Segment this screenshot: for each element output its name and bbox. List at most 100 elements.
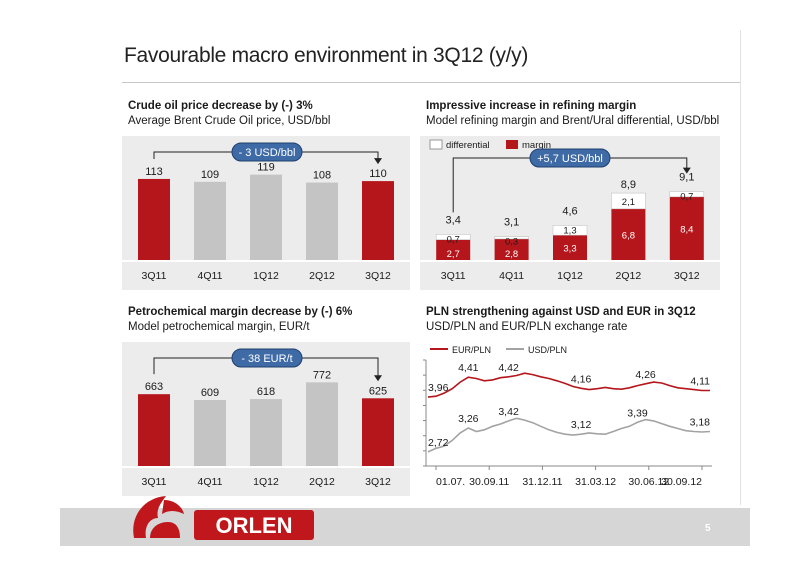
refining-differential-label: 0,3 (505, 237, 518, 248)
fx-chart: EUR/PLN USD/PLN 3,96 4,41 4,42 4,16 4,26 4,11 2,… (423, 345, 712, 488)
fx-annotation-label: 3,39 (627, 407, 648, 419)
refining-tick-label: 1Q12 (557, 270, 583, 282)
refining-callout-pill (529, 148, 611, 168)
legend-label-differential: differential (446, 140, 490, 151)
refining-bar-margin (611, 208, 646, 260)
fx-tick-label: 30.09.12 (661, 476, 702, 488)
refining-bar-differential (669, 191, 705, 198)
refining-total-label: 8,9 (621, 179, 636, 191)
right-divider (740, 30, 741, 505)
petro-value-label: 618 (257, 386, 275, 398)
refining-bar-differential (611, 192, 646, 210)
refining-tick-label: 3Q11 (441, 270, 466, 282)
petro-value-label: 772 (313, 369, 331, 381)
crude-tick-label: 2Q12 (309, 270, 335, 282)
petro-bar-1Q12 (250, 399, 282, 466)
refining-callout-label: +5,7 USD/bbl (537, 153, 603, 165)
legend-label-margin: margin (522, 140, 551, 151)
refining-total-label: 4,6 (562, 205, 577, 217)
title-divider (122, 82, 740, 83)
refining-bar-differential (435, 234, 471, 240)
logo-badge (194, 510, 314, 540)
refining-tick-label: 3Q12 (674, 270, 700, 282)
refining-panel-subtitle: Model refining margin and Brent/Ural dif… (426, 115, 720, 127)
crude-callout-label: - 3 USD/bbl (239, 147, 296, 159)
petro-tick-label: 1Q12 (253, 476, 279, 488)
fx-annotation-label: 3,12 (571, 419, 592, 431)
petro-bracket-arrowhead (374, 375, 382, 382)
petro-chart-box: 663 3Q11 609 4Q11 618 1Q12 772 2Q12 625 3Q12 - 38 … (122, 342, 410, 496)
refining-bar-margin (669, 196, 704, 260)
fx-annotation-label: 2,72 (428, 437, 449, 449)
fx-tick-label: 31.03.12 (575, 476, 616, 488)
fx-tick-label: 01.07. (436, 476, 465, 488)
page-title: Favourable macro environment in 3Q12 (y/… (124, 44, 529, 67)
petro-tick-label: 3Q12 (365, 476, 391, 488)
fx-annotation-label: 3,18 (690, 417, 711, 429)
petro-tick-label: 2Q12 (309, 476, 335, 488)
refining-margin-label: 3,3 (563, 244, 576, 255)
crude-value-label: 109 (201, 169, 219, 181)
refining-bar-margin (436, 239, 471, 260)
refining-bar-margin (553, 235, 587, 260)
crude-value-label: 108 (313, 170, 331, 182)
petro-tick-label: 3Q11 (142, 476, 167, 488)
petro-panel-subtitle: Model petrochemical margin, EUR/t (128, 321, 310, 333)
fx-tick-label: 30.06.12 (628, 476, 669, 488)
petro-bar-2Q12 (306, 382, 338, 466)
fx-chart-box: EUR/PLN USD/PLN 3,96 4,41 4,42 4,16 4,26 4,11 2,… (420, 342, 720, 496)
crude-bar-4Q11 (194, 181, 226, 260)
refining-chart: differential margin 2,7 0,7 3,4 3Q11 2,80,3 3,1… (420, 139, 720, 282)
crude-value-label: 113 (145, 166, 163, 178)
refining-tick-label: 4Q11 (499, 270, 524, 282)
fx-tick-label: 30.09.11 (469, 476, 509, 488)
refining-bar-differential (552, 225, 588, 236)
petro-callout-pill (231, 348, 303, 368)
fx-tick-label: 31.12.11 (522, 476, 562, 488)
petrochemical-panel: Petrochemical margin decrease by (-) 6% … (122, 306, 410, 496)
fx-panel-subtitle: USD/PLN and EUR/PLN exchange rate (426, 321, 628, 333)
crude-bracket-arrowhead (374, 158, 382, 165)
crude-bar-1Q12 (250, 174, 282, 260)
refining-margin-label: 8,4 (680, 224, 693, 235)
fx-series-usd-pln (427, 417, 711, 453)
legend-label-usd-pln: USD/PLN (528, 345, 567, 355)
petro-bar-3Q11 (138, 394, 170, 466)
refining-differential-label: 0,7 (447, 234, 460, 245)
crude-tick-label: 3Q12 (365, 270, 391, 282)
crude-chart-box: 113 3Q11 109 4Q11 119 1Q12 108 2Q12 110 3Q12 - 3 U… (122, 136, 410, 290)
petro-chart: 663 3Q11 609 4Q11 618 1Q12 772 2Q12 625 3Q12 - 38 … (122, 348, 410, 488)
refining-tick-label: 2Q12 (616, 270, 642, 282)
fx-panel: PLN strengthening against USD and EUR in… (420, 306, 720, 496)
fx-annotation-label: 3,96 (428, 382, 449, 394)
petro-callout-label: - 38 EUR/t (241, 353, 292, 365)
refining-total-label: 3,1 (504, 217, 519, 229)
refining-bar-differential (494, 236, 529, 240)
crude-chart: 113 3Q11 109 4Q11 119 1Q12 108 2Q12 110 3Q12 - 3 U… (122, 142, 410, 282)
legend-swatch-differential (429, 139, 443, 150)
petro-panel-title: Petrochemical margin decrease by (-) 6% (128, 306, 353, 318)
refining-chart-box: differential margin 2,7 0,7 3,4 3Q11 2,8 0,3 3,1… (420, 136, 720, 290)
petro-bar-4Q11 (194, 400, 226, 466)
crude-oil-panel: Crude oil price decrease by (-) 3% Avera… (122, 100, 410, 290)
refining-panel: Impressive increase in refining margin M… (420, 100, 720, 290)
petro-value-label: 609 (201, 387, 219, 399)
petro-tick-label: 4Q11 (198, 476, 223, 488)
fx-annotation-label: 4,16 (571, 373, 592, 385)
crude-bar-3Q11 (138, 178, 170, 260)
logo-wordmark: ORLEN (216, 513, 293, 538)
legend-label-eur-pln: EUR/PLN (452, 345, 491, 355)
page-number: 5 (705, 523, 711, 534)
refining-bar-margin (494, 238, 529, 260)
refining-margin-label: 6,8 (622, 230, 635, 241)
fx-series-eur-pln (427, 372, 710, 398)
crude-tick-label: 3Q11 (142, 270, 167, 282)
fx-annotation-label: 3,26 (458, 413, 479, 425)
orlen-logo: ORLEN (120, 488, 320, 549)
crude-value-label: 110 (369, 168, 387, 180)
crude-bar-2Q12 (306, 182, 338, 260)
refining-differential-label: 1,3 (563, 225, 576, 236)
petro-bar-3Q12 (362, 398, 394, 466)
fx-annotation-label: 4,26 (635, 369, 656, 381)
refining-total-label: 9,1 (679, 172, 694, 184)
